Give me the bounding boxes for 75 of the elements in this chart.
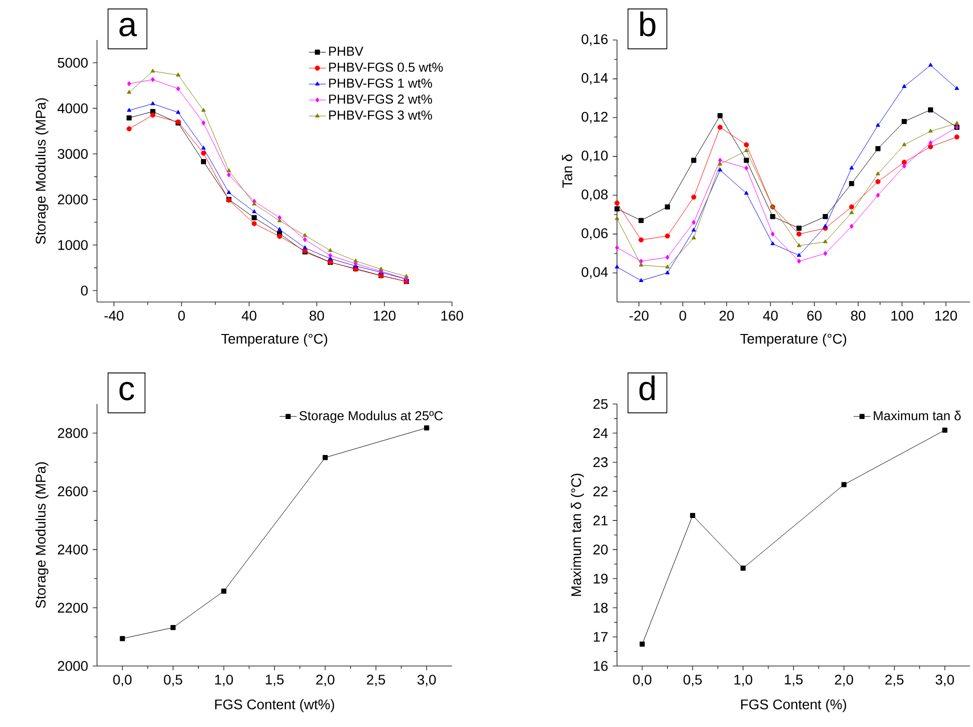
y-tick-label: 24 (593, 428, 608, 438)
y-tick-label: 4000 (58, 103, 88, 114)
y-tick-label: 1000 (58, 240, 88, 250)
x-tick-label: 0,5 (164, 674, 182, 686)
y-tick-label: 2600 (58, 486, 88, 496)
y-tick-label: 2400 (58, 544, 88, 554)
x-tick-label: 1,0 (215, 674, 233, 686)
text: a (119, 18, 137, 36)
x-tick-label: 1,5 (266, 674, 284, 686)
x-tick-label: 0 (679, 310, 686, 321)
legend-label: PHBV (329, 46, 364, 56)
y-axis-title: Maximum tan δ (°C) (570, 474, 584, 596)
y-tick-label: 16 (594, 661, 608, 671)
y-axis-title: Storage Modulus (MPa) (35, 98, 48, 244)
y-tick-label: 20 (593, 544, 608, 554)
x-tick-label: 1,0 (734, 674, 752, 686)
y-axis-title: Tan δ (562, 154, 572, 188)
x-tick-label: 160 (441, 310, 464, 321)
x-tick-label: 80 (851, 310, 866, 321)
x-tick-label: 3,0 (936, 674, 954, 686)
x-axis-title: FGS Content (wt%) (215, 699, 334, 712)
x-tick-label: 0,5 (684, 674, 702, 686)
y-tick-label: 3000 (58, 148, 88, 159)
text: b (640, 12, 656, 36)
y-tick-label: 0,06 (582, 228, 608, 240)
legend-label: Maximum tan δ (874, 410, 961, 420)
y-tick-label: 17 (594, 632, 608, 642)
x-tick-label: -20 (629, 310, 648, 321)
y-tick-label: 0,16 (582, 34, 608, 46)
legend-label: Storage Modulus at 25ºC (299, 410, 443, 423)
y-tick-label: 2200 (58, 602, 88, 613)
x-tick-label: 100 (891, 310, 914, 321)
x-tick-label: 40 (242, 310, 256, 321)
y-tick-label: 0,04 (582, 267, 608, 279)
y-tick-label: 0,14 (582, 73, 608, 85)
x-axis-title: Temperature (°C) (740, 333, 846, 346)
y-tick-label: 2000 (58, 194, 88, 204)
x-tick-label: 0 (178, 310, 185, 321)
x-tick-label: 20 (720, 310, 734, 321)
legend-label: PHBV-FGS 2 wt% (329, 94, 432, 104)
x-tick-label: 80 (310, 310, 324, 321)
y-tick-label: 21 (593, 516, 608, 526)
x-tick-label: 3,0 (417, 674, 436, 686)
x-tick-label: 120 (374, 310, 396, 321)
y-tick-label: 0,12 (582, 112, 608, 124)
y-tick-label: 0,08 (582, 189, 608, 201)
x-tick-label: 2,0 (316, 674, 334, 686)
x-tick-label: 0,0 (113, 674, 132, 686)
legend-label: PHBV-FGS 0.5 wt% (329, 62, 443, 72)
x-axis-title: FGS Content (%) (741, 699, 846, 712)
y-tick-label: 0 (81, 286, 88, 296)
y-tick-label: 2800 (58, 428, 88, 438)
x-tick-label: 2,5 (885, 674, 904, 686)
y-axis-title: Storage Modulus (MPa) (35, 462, 48, 608)
y-tick-label: 0,10 (582, 150, 608, 162)
legend-label: PHBV-FGS 1 wt% (329, 78, 432, 88)
x-tick-label: 120 (935, 310, 957, 321)
y-tick-label: 19 (594, 574, 608, 584)
text: c (119, 382, 134, 400)
text: d (639, 376, 655, 400)
y-tick-label: 25 (593, 399, 608, 409)
y-tick-label: 22 (593, 486, 608, 496)
y-tick-label: 2000 (58, 661, 88, 671)
x-tick-label: 40 (763, 310, 778, 321)
x-tick-label: 2,5 (366, 674, 386, 686)
y-tick-label: 18 (594, 602, 608, 613)
y-tick-label: 5000 (58, 58, 88, 68)
x-tick-label: 2,0 (834, 674, 854, 686)
legend-label: PHBV-FGS 3 wt% (329, 110, 432, 120)
x-tick-label: 60 (807, 310, 822, 321)
x-tick-label: 1,5 (784, 674, 803, 686)
x-tick-label: -40 (104, 310, 124, 321)
x-tick-label: 0,0 (633, 674, 652, 686)
x-axis-title: Temperature (°C) (221, 333, 328, 346)
y-tick-label: 23 (593, 457, 608, 468)
